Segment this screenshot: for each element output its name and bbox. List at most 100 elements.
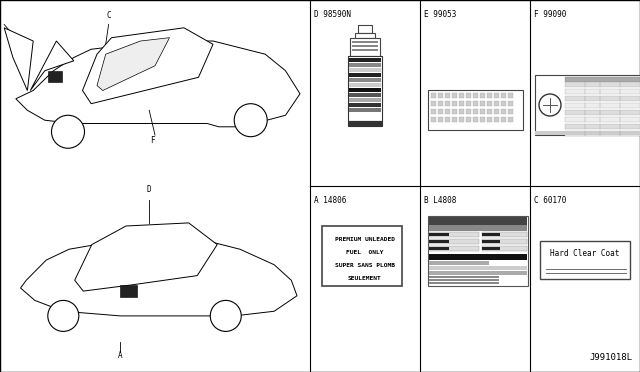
Text: F 99090: F 99090 xyxy=(534,10,566,19)
Text: C: C xyxy=(106,11,111,20)
Bar xyxy=(535,131,640,135)
Bar xyxy=(473,93,478,98)
Bar xyxy=(322,226,402,286)
Text: SEULEMENT: SEULEMENT xyxy=(348,276,382,281)
Text: E 99053: E 99053 xyxy=(424,10,456,19)
Bar xyxy=(349,83,381,87)
Bar xyxy=(429,282,499,284)
Bar xyxy=(494,101,499,106)
Bar xyxy=(482,240,500,243)
Text: A: A xyxy=(118,351,123,360)
Bar xyxy=(445,93,450,98)
Bar xyxy=(565,124,640,129)
Bar xyxy=(429,261,489,265)
Text: B L4808: B L4808 xyxy=(424,196,456,205)
Circle shape xyxy=(234,104,268,137)
Bar xyxy=(438,101,443,106)
Bar xyxy=(565,131,640,136)
Bar xyxy=(473,101,478,106)
Bar xyxy=(540,241,630,279)
Polygon shape xyxy=(83,28,213,104)
Bar xyxy=(565,82,640,87)
Bar xyxy=(431,101,436,106)
Circle shape xyxy=(211,301,241,331)
Bar xyxy=(565,77,640,82)
Bar xyxy=(494,109,499,114)
Bar xyxy=(459,101,464,106)
Bar xyxy=(428,90,523,130)
Circle shape xyxy=(51,115,84,148)
Polygon shape xyxy=(75,223,217,291)
Bar xyxy=(445,109,450,114)
Text: D 98590N: D 98590N xyxy=(314,10,351,19)
Bar xyxy=(429,240,449,243)
Bar xyxy=(565,117,640,122)
Bar xyxy=(349,78,381,82)
Text: A 14806: A 14806 xyxy=(314,196,346,205)
Bar xyxy=(452,117,457,122)
Text: F: F xyxy=(150,136,154,145)
Bar xyxy=(358,25,372,33)
Bar xyxy=(349,63,381,67)
Bar xyxy=(565,89,640,94)
Bar xyxy=(487,117,492,122)
Polygon shape xyxy=(97,38,170,90)
Text: C 60170: C 60170 xyxy=(534,196,566,205)
Bar xyxy=(473,117,478,122)
Polygon shape xyxy=(4,28,33,90)
Bar xyxy=(565,103,640,108)
Bar xyxy=(565,110,640,115)
Bar xyxy=(352,45,378,47)
Bar xyxy=(349,73,381,77)
Bar xyxy=(429,225,527,231)
Bar xyxy=(494,93,499,98)
Bar xyxy=(355,33,375,38)
Bar xyxy=(480,117,485,122)
Bar xyxy=(452,109,457,114)
Polygon shape xyxy=(20,238,297,316)
Bar xyxy=(349,68,381,72)
Bar xyxy=(438,109,443,114)
Bar xyxy=(349,88,381,92)
Bar xyxy=(48,71,62,82)
Polygon shape xyxy=(16,41,300,127)
Bar xyxy=(487,93,492,98)
Bar xyxy=(445,117,450,122)
Polygon shape xyxy=(30,41,74,90)
Bar xyxy=(508,109,513,114)
Bar xyxy=(482,233,500,236)
Text: FUEL  ONLY: FUEL ONLY xyxy=(346,250,384,255)
Bar xyxy=(429,232,479,237)
Bar xyxy=(352,49,378,51)
Bar xyxy=(466,101,471,106)
Bar xyxy=(466,117,471,122)
Bar xyxy=(482,246,527,251)
Bar xyxy=(429,239,479,244)
Text: SUPER SANS PLOMB: SUPER SANS PLOMB xyxy=(335,263,395,268)
Bar xyxy=(429,247,449,250)
Bar xyxy=(452,101,457,106)
Bar xyxy=(438,117,443,122)
Bar xyxy=(429,279,499,281)
Text: J991018L: J991018L xyxy=(589,353,632,362)
Bar xyxy=(349,103,381,107)
Text: D: D xyxy=(147,185,151,194)
Bar xyxy=(487,109,492,114)
Bar xyxy=(459,109,464,114)
Bar xyxy=(431,117,436,122)
Bar xyxy=(508,117,513,122)
Bar xyxy=(480,93,485,98)
Bar xyxy=(429,271,527,275)
Bar xyxy=(508,93,513,98)
Bar xyxy=(431,109,436,114)
Bar xyxy=(501,93,506,98)
Bar xyxy=(535,75,640,135)
Bar xyxy=(482,247,500,250)
Bar xyxy=(349,98,381,102)
Bar xyxy=(466,93,471,98)
Bar xyxy=(459,93,464,98)
Text: PREMIUM UNLEADED: PREMIUM UNLEADED xyxy=(335,237,395,242)
Bar xyxy=(429,254,527,260)
Bar xyxy=(429,217,527,225)
Bar xyxy=(429,246,479,251)
